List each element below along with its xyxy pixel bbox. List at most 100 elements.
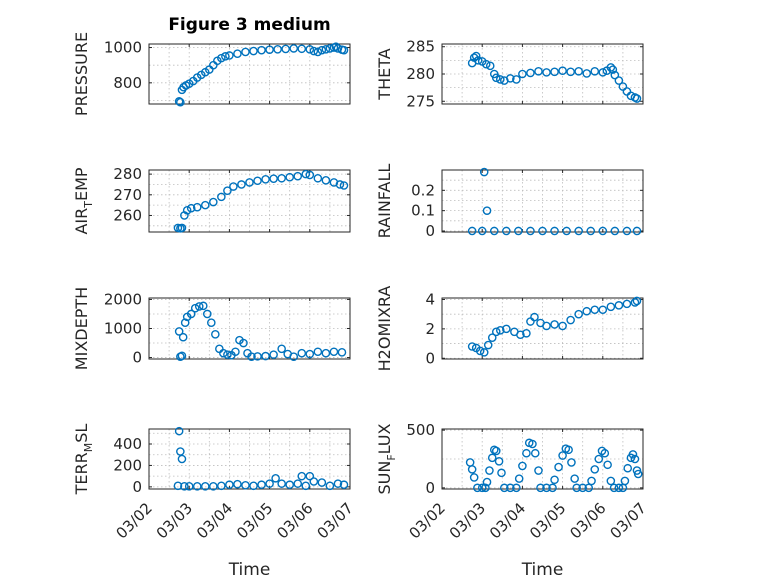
data-point <box>522 448 531 458</box>
data-point <box>277 173 286 183</box>
y-tick-label: 400 <box>113 435 142 453</box>
data-point <box>600 448 610 458</box>
data-point <box>223 350 232 359</box>
data-point <box>219 348 228 358</box>
data-point <box>566 315 575 325</box>
data-point <box>305 349 315 359</box>
data-point <box>516 330 525 340</box>
data-point <box>630 454 640 464</box>
data-point <box>333 44 343 53</box>
data-point <box>606 63 616 72</box>
data-point <box>554 462 563 472</box>
data-point <box>479 167 489 177</box>
data-point <box>477 483 487 493</box>
data-point <box>628 450 638 459</box>
data-point <box>603 460 612 470</box>
data-point <box>321 348 331 358</box>
data-point <box>321 44 331 54</box>
data-point <box>630 298 640 307</box>
data-point <box>620 476 630 486</box>
x-tick-label: 03/07 <box>314 499 357 542</box>
data-point <box>518 69 527 79</box>
y-tick-label: 2 <box>425 320 435 338</box>
data-point <box>614 301 624 310</box>
y-axis-label: THETA <box>375 48 394 100</box>
data-point <box>582 69 592 78</box>
x-tick-label: 03/06 <box>273 499 316 542</box>
data-point <box>558 66 567 76</box>
data-point <box>200 200 210 210</box>
data-point <box>471 51 481 61</box>
panel-mixdepth: 0 1000 2000 MIXDEPTH <box>72 287 351 370</box>
y-tick-label: 260 <box>113 206 142 224</box>
data-point <box>202 309 212 319</box>
data-point <box>574 226 583 236</box>
y-axis-label: RAINFALL <box>375 164 394 239</box>
x-tick-label: 03/05 <box>526 499 569 542</box>
data-point <box>491 73 501 83</box>
y-tick-label: 1000 <box>104 39 142 57</box>
data-point <box>249 481 258 491</box>
data-point <box>489 226 499 236</box>
data-point <box>570 474 579 483</box>
data-point <box>309 477 319 486</box>
data-point <box>241 480 250 490</box>
data-point <box>542 68 551 77</box>
data-point <box>333 479 343 488</box>
x-tick-label: 03/05 <box>233 499 276 542</box>
data-point <box>606 302 616 312</box>
data-point <box>538 226 547 236</box>
data-point <box>265 479 274 488</box>
data-point <box>598 305 608 315</box>
data-point <box>217 192 226 202</box>
data-point <box>574 66 583 76</box>
y-tick-label: 0 <box>425 479 435 497</box>
data-point <box>469 473 479 482</box>
data-point <box>502 324 511 334</box>
data-point <box>594 454 604 464</box>
data-point <box>271 473 280 483</box>
data-point <box>229 182 238 191</box>
x-axis-label: Time <box>521 560 564 580</box>
data-point <box>221 52 230 61</box>
panel-pressure: 800 1000 PRESSURE Figure 3 medium <box>72 15 351 116</box>
data-point <box>622 226 632 236</box>
data-point <box>522 328 531 338</box>
data-point <box>482 206 492 215</box>
data-point <box>273 44 282 54</box>
data-point <box>207 318 216 327</box>
y-axis-label: TERRMSL <box>72 424 95 496</box>
data-point <box>339 480 349 490</box>
panel-terr_msl: 0 200 400 TERRMSL 03/0203/0303/0403/0503/060… <box>72 424 357 580</box>
panel-air_temp: 260 270 280 AIRTEMP <box>72 165 351 235</box>
data-point <box>335 180 345 189</box>
panel-rainfall: 0 0.1 0.2 RAINFALL <box>375 164 644 240</box>
data-point <box>174 97 184 106</box>
data-point <box>610 226 620 236</box>
y-tick-label: 200 <box>113 456 142 474</box>
data-point <box>339 45 349 55</box>
data-point <box>497 468 506 478</box>
data-point <box>313 47 323 57</box>
data-point <box>566 67 575 77</box>
data-point <box>487 333 497 342</box>
data-point <box>231 347 240 357</box>
y-tick-label: 0.1 <box>411 202 435 220</box>
data-point <box>305 471 315 481</box>
data-point <box>481 483 490 493</box>
data-point <box>305 170 315 180</box>
data-point <box>526 317 535 326</box>
data-point <box>534 466 543 475</box>
axes-box <box>148 169 351 233</box>
data-point <box>590 465 600 474</box>
data-point <box>564 445 573 455</box>
data-point <box>239 338 248 348</box>
data-point <box>614 483 624 493</box>
y-tick-label: 0 <box>132 478 142 496</box>
x-tick-label: 03/06 <box>566 499 609 542</box>
data-point <box>186 203 196 213</box>
data-point <box>578 483 588 493</box>
data-point <box>506 483 515 493</box>
data-point <box>209 197 218 207</box>
data-point <box>225 51 234 60</box>
